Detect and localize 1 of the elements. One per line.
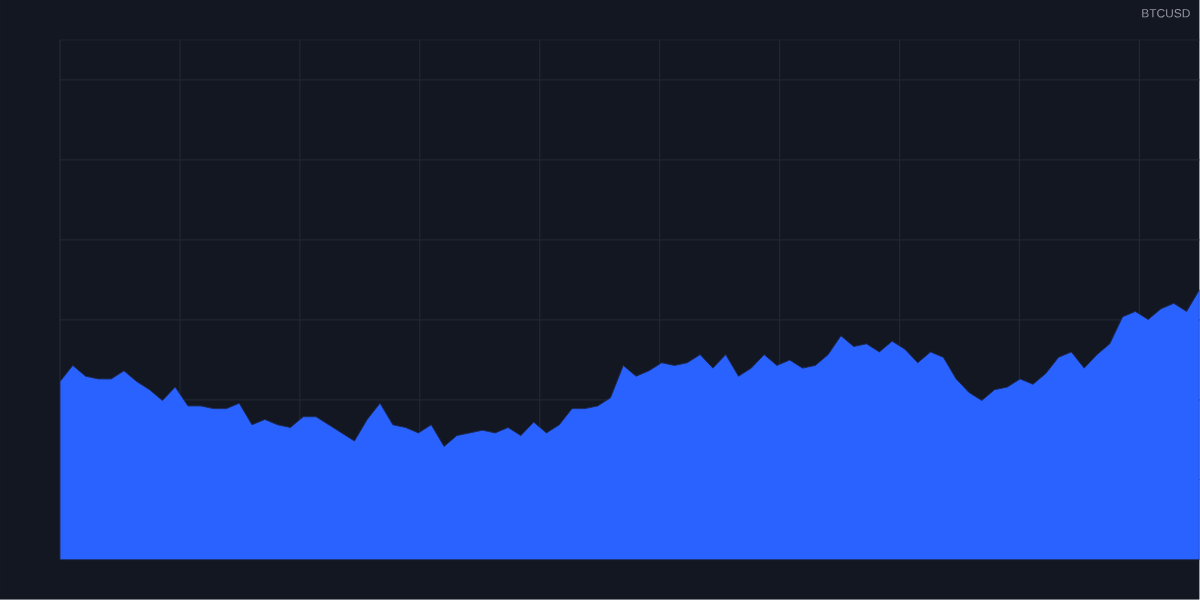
text: BTCUSD [1142,9,1190,18]
